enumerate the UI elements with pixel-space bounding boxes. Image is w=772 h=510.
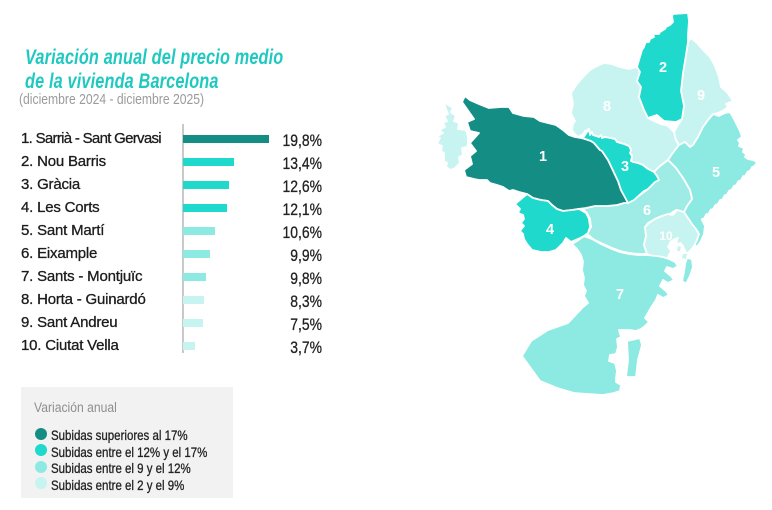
svg-text:4: 4 — [546, 222, 554, 238]
svg-text:7: 7 — [616, 287, 624, 303]
svg-text:10: 10 — [659, 229, 673, 243]
svg-text:1: 1 — [539, 149, 547, 165]
svg-text:6: 6 — [643, 203, 651, 219]
svg-text:2: 2 — [659, 60, 667, 76]
svg-text:3: 3 — [621, 159, 629, 175]
svg-text:9: 9 — [697, 88, 705, 104]
svg-text:5: 5 — [712, 165, 720, 181]
svg-text:8: 8 — [603, 99, 611, 115]
